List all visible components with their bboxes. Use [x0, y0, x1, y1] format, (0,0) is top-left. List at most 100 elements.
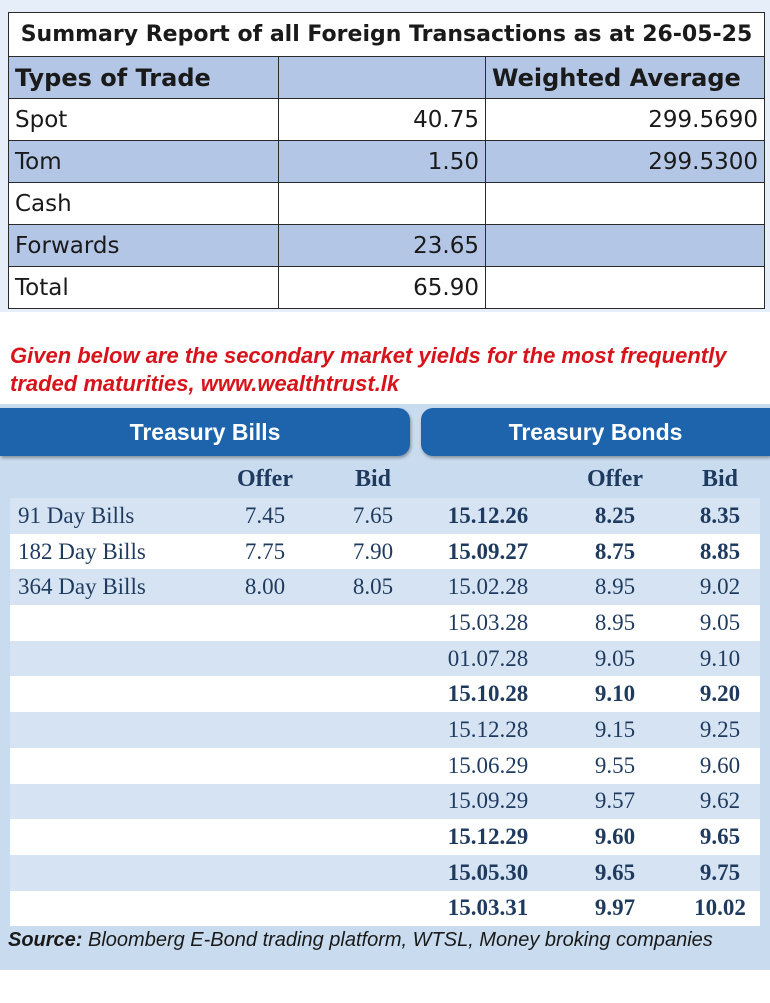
bond-bid: 9.65 [680, 819, 760, 855]
yields-row: 15.09.29 9.57 9.62 [10, 783, 760, 820]
yields-row: 15.10.28 9.10 9.20 [10, 676, 760, 713]
bond-maturity: 15.02.28 [426, 569, 550, 606]
bill-offer [210, 747, 320, 784]
fx-summary-header-row: Types of Trade Weighted Average [8, 56, 765, 99]
fx-summary-panel: Summary Report of all Foreign Transactio… [0, 0, 770, 312]
bond-offer: 9.60 [550, 819, 680, 855]
fx-trade-type: Total [8, 266, 279, 309]
fx-header-volume [278, 56, 486, 99]
fx-weighted-average: 299.5300 [485, 140, 765, 183]
yields-panel: Treasury Bills Treasury Bonds Offer Bid … [0, 404, 770, 970]
bill-bid [320, 640, 426, 677]
bond-offer: 9.65 [550, 854, 680, 891]
bill-offer: 7.45 [210, 498, 320, 534]
bond-bid: 8.35 [680, 498, 760, 534]
fx-weighted-average [485, 182, 765, 225]
yields-header-row: Offer Bid Offer Bid [10, 460, 760, 498]
yields-row: 15.06.29 9.55 9.60 [10, 747, 760, 784]
bonds-maturity-header [426, 460, 550, 498]
bill-offer [210, 640, 320, 677]
bond-maturity: 15.12.26 [426, 498, 550, 534]
bill-bid [320, 819, 426, 855]
bond-offer: 9.97 [550, 890, 680, 927]
bill-offer: 7.75 [210, 533, 320, 570]
bond-offer: 9.57 [550, 783, 680, 820]
bill-bid [320, 747, 426, 784]
bills-offer-header: Offer [237, 465, 293, 492]
fx-volume: 23.65 [278, 224, 486, 267]
source-label: Source: [8, 929, 83, 951]
bond-maturity: 15.12.28 [426, 712, 550, 748]
bill-name: 364 Day Bills [10, 569, 210, 606]
bond-offer: 8.95 [550, 605, 680, 641]
bond-bid: 9.02 [680, 569, 760, 606]
fx-header-type: Types of Trade [8, 56, 279, 99]
fx-row-forwards: Forwards 23.65 [8, 224, 765, 267]
fx-volume [278, 182, 486, 225]
bond-maturity: 15.03.28 [426, 605, 550, 641]
fx-header-weighted-average: Weighted Average [485, 56, 765, 99]
bond-offer: 9.05 [550, 640, 680, 677]
yields-row: 364 Day Bills 8.00 8.05 15.02.28 8.95 9.02 [10, 569, 760, 606]
bond-bid: 8.85 [680, 533, 760, 570]
bond-offer: 9.55 [550, 747, 680, 784]
bond-bid: 9.25 [680, 712, 760, 748]
bond-offer: 8.25 [550, 498, 680, 534]
bill-name [10, 747, 210, 784]
fx-volume: 1.50 [278, 140, 486, 183]
fx-row-total: Total 65.90 [8, 266, 765, 309]
bill-bid: 7.90 [320, 533, 426, 570]
fx-trade-type: Spot [8, 98, 279, 141]
fx-row-spot: Spot 40.75 299.5690 [8, 98, 765, 141]
yields-row: 15.03.28 8.95 9.05 [10, 605, 760, 641]
bills-bid-header: Bid [354, 465, 392, 492]
bill-offer [210, 819, 320, 855]
source-line: Source: Bloomberg E-Bond trading platfor… [8, 929, 764, 952]
fx-trade-type: Cash [8, 182, 279, 225]
bill-name [10, 890, 210, 927]
bill-bid: 8.05 [320, 569, 426, 606]
fx-summary-table: Summary Report of all Foreign Transactio… [8, 12, 765, 309]
bond-bid: 9.60 [680, 747, 760, 784]
bond-bid: 9.05 [680, 605, 760, 641]
fx-volume: 65.90 [278, 266, 486, 309]
yields-table: Offer Bid Offer Bid 91 Day Bills 7.45 7.65… [10, 460, 760, 927]
bond-maturity: 15.05.30 [426, 854, 550, 891]
bond-bid: 9.10 [680, 640, 760, 677]
fx-weighted-average: 299.5690 [485, 98, 765, 141]
bill-name [10, 783, 210, 820]
bill-bid [320, 712, 426, 748]
bond-bid: 10.02 [680, 890, 760, 927]
fx-volume: 40.75 [278, 98, 486, 141]
bill-name [10, 676, 210, 713]
treasury-bonds-tab: Treasury Bonds [421, 408, 770, 456]
bill-bid [320, 605, 426, 641]
bond-maturity: 01.07.28 [426, 640, 550, 677]
fx-trade-type: Tom [8, 140, 279, 183]
treasury-bills-tab: Treasury Bills [0, 408, 410, 456]
bond-bid: 9.75 [680, 854, 760, 891]
bond-offer: 9.15 [550, 712, 680, 748]
bond-maturity: 15.03.31 [426, 890, 550, 927]
bill-offer [210, 890, 320, 927]
bill-name: 91 Day Bills [10, 498, 210, 534]
bill-bid [320, 783, 426, 820]
bond-maturity: 15.10.28 [426, 676, 550, 713]
bond-maturity: 15.06.29 [426, 747, 550, 784]
bills-name-header [10, 460, 210, 498]
yields-row: 01.07.28 9.05 9.10 [10, 640, 760, 677]
yields-row: 15.03.31 9.97 10.02 [10, 890, 760, 927]
fx-summary-title-row: Summary Report of all Foreign Transactio… [8, 12, 765, 57]
bill-name [10, 819, 210, 855]
bond-bid: 9.20 [680, 676, 760, 713]
bond-maturity: 15.09.27 [426, 533, 550, 570]
bond-maturity: 15.12.29 [426, 819, 550, 855]
bill-name: 182 Day Bills [10, 533, 210, 570]
yields-row: 182 Day Bills 7.75 7.90 15.09.27 8.75 8.85 [10, 533, 760, 570]
bill-name [10, 640, 210, 677]
bond-maturity: 15.09.29 [426, 783, 550, 820]
bill-name [10, 712, 210, 748]
yields-row: 15.12.29 9.60 9.65 [10, 819, 760, 855]
yields-row: 15.12.28 9.15 9.25 [10, 712, 760, 748]
fx-weighted-average [485, 224, 765, 267]
